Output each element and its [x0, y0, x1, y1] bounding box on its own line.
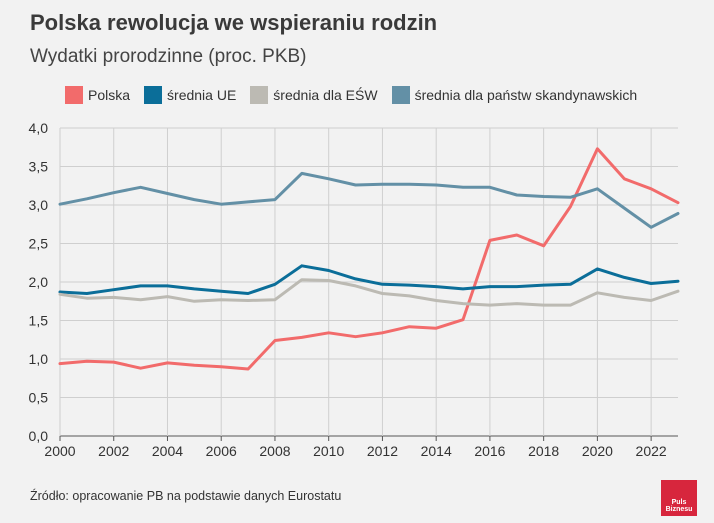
- y-tick-label: 2,0: [29, 274, 49, 290]
- legend-swatch-ue: [144, 86, 163, 104]
- x-tick-label: 2010: [313, 443, 344, 459]
- logo-line1: Puls: [671, 499, 687, 506]
- legend-label-polska: Polska: [88, 87, 131, 103]
- y-tick-label: 1,0: [29, 351, 49, 367]
- x-tick-label: 2008: [259, 443, 290, 459]
- series-line-2: [58, 278, 680, 307]
- y-tick-label: 2,5: [29, 236, 49, 252]
- logo-line2: Biznesu: [665, 506, 693, 513]
- legend-swatch-polska: [65, 86, 83, 104]
- y-tick-label: 0,0: [29, 428, 49, 444]
- x-tick-label: 2020: [582, 443, 613, 459]
- legend: Polska średnia UE średnia dla EŚW średni…: [65, 86, 637, 104]
- y-tick-label: 1,5: [29, 313, 49, 329]
- legend-item-skandynawia: średnia dla państw skandynawskich: [391, 86, 638, 104]
- legend-item-polska: Polska: [65, 86, 130, 104]
- y-tick-label: 3,5: [29, 159, 49, 175]
- x-tick-label: 2014: [421, 443, 452, 459]
- source-note: Źródło: opracowanie PB na podstawie dany…: [30, 489, 342, 503]
- chart-title: Polska rewolucja we wspieraniu rodzin: [30, 10, 438, 35]
- x-tick-label: 2004: [152, 443, 183, 459]
- series-line-1: [58, 264, 680, 295]
- legend-label-skandynawia: średnia dla państw skandynawskich: [414, 87, 638, 103]
- x-tick-label: 2000: [44, 443, 75, 459]
- y-tick-label: 3,0: [29, 197, 49, 213]
- chart-subtitle: Wydatki prorodzinne (proc. PKB): [30, 46, 307, 67]
- legend-swatch-esw: [250, 86, 269, 104]
- brand-logo: Puls Biznesu: [661, 480, 697, 516]
- series-line-0: [58, 147, 680, 371]
- y-tick-label: 4,0: [29, 120, 49, 136]
- series-line-3: [58, 171, 680, 229]
- legend-label-ue: średnia UE: [167, 87, 237, 103]
- legend-item-ue: średnia UE: [144, 86, 236, 104]
- x-tick-label: 2006: [206, 443, 237, 459]
- x-tick-label: 2002: [98, 443, 129, 459]
- x-tick-label: 2018: [528, 443, 559, 459]
- legend-item-esw: średnia dla EŚW: [250, 86, 378, 104]
- legend-label-esw: średnia dla EŚW: [273, 87, 378, 103]
- x-tick-label: 2012: [367, 443, 398, 459]
- x-tick-label: 2022: [636, 443, 667, 459]
- x-tick-label: 2016: [474, 443, 505, 459]
- y-tick-label: 0,5: [29, 390, 49, 406]
- legend-swatch-skandynawia: [391, 86, 410, 104]
